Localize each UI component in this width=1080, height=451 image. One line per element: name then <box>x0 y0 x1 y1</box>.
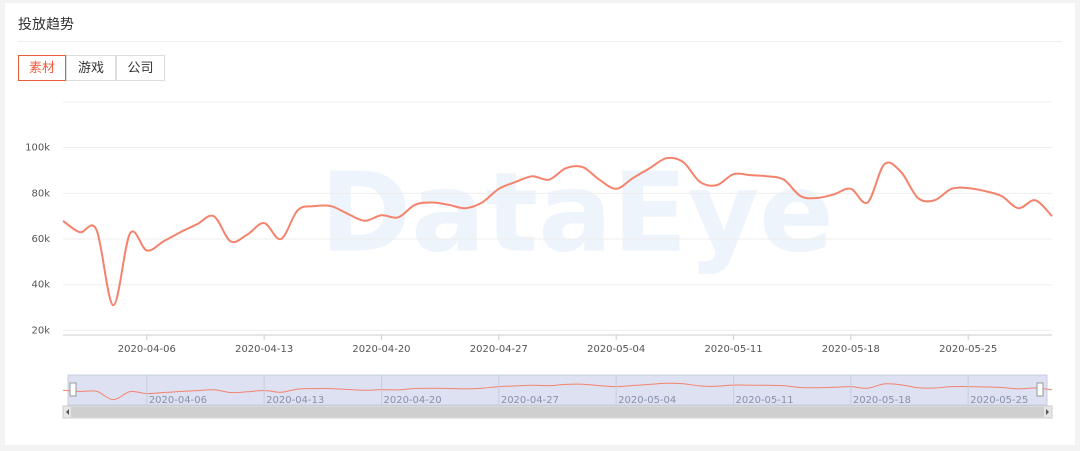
slider-tick-label: 2020-05-11 <box>736 395 794 406</box>
y-tick-label: 20k <box>31 325 50 336</box>
card: 投放趋势 素材 游戏 公司 <box>5 3 1075 445</box>
x-tick-label: 2020-05-04 <box>587 344 645 355</box>
slider-tick-label: 2020-05-04 <box>618 395 676 406</box>
scroll-right <box>1046 409 1049 415</box>
y-tick-label: 100k <box>25 143 50 154</box>
scrollbar-thumb <box>71 407 1044 417</box>
x-tick-label: 2020-04-20 <box>352 344 410 355</box>
watermark: DataEye <box>320 148 834 276</box>
scroll-left <box>66 409 69 415</box>
slider-tick-label: 2020-04-20 <box>383 395 441 406</box>
slider-tick-label: 2020-05-25 <box>970 395 1028 406</box>
x-tick-label: 2020-04-06 <box>118 344 176 355</box>
x-tick-label: 2020-04-13 <box>235 344 293 355</box>
slider-track <box>67 374 1048 406</box>
y-tick-label: 60k <box>31 234 50 245</box>
panel-title: 投放趋势 <box>18 17 74 33</box>
y-tick-label: 40k <box>31 280 50 291</box>
slider-tick-label: 2020-04-06 <box>149 395 207 406</box>
tab[interactable]: 游戏 <box>66 55 116 81</box>
tab[interactable]: 素材 <box>18 55 66 81</box>
slider-handle[interactable] <box>1036 382 1044 397</box>
x-tick-label: 2020-05-25 <box>939 344 997 355</box>
slider-tick-label: 2020-04-13 <box>266 395 324 406</box>
x-tick-label: 2020-04-27 <box>470 344 528 355</box>
x-tick-label: 2020-05-18 <box>822 344 880 355</box>
slider-handle[interactable] <box>69 382 77 397</box>
slider-tick-label: 2020-04-27 <box>501 395 559 406</box>
slider-tick-label: 2020-05-18 <box>853 395 911 406</box>
x-tick-label: 2020-05-11 <box>704 344 762 355</box>
slider-line <box>62 382 1053 401</box>
tab[interactable]: 公司 <box>116 55 165 81</box>
divider <box>18 41 1062 42</box>
series-line <box>62 156 1053 307</box>
y-tick-label: 80k <box>31 188 50 199</box>
